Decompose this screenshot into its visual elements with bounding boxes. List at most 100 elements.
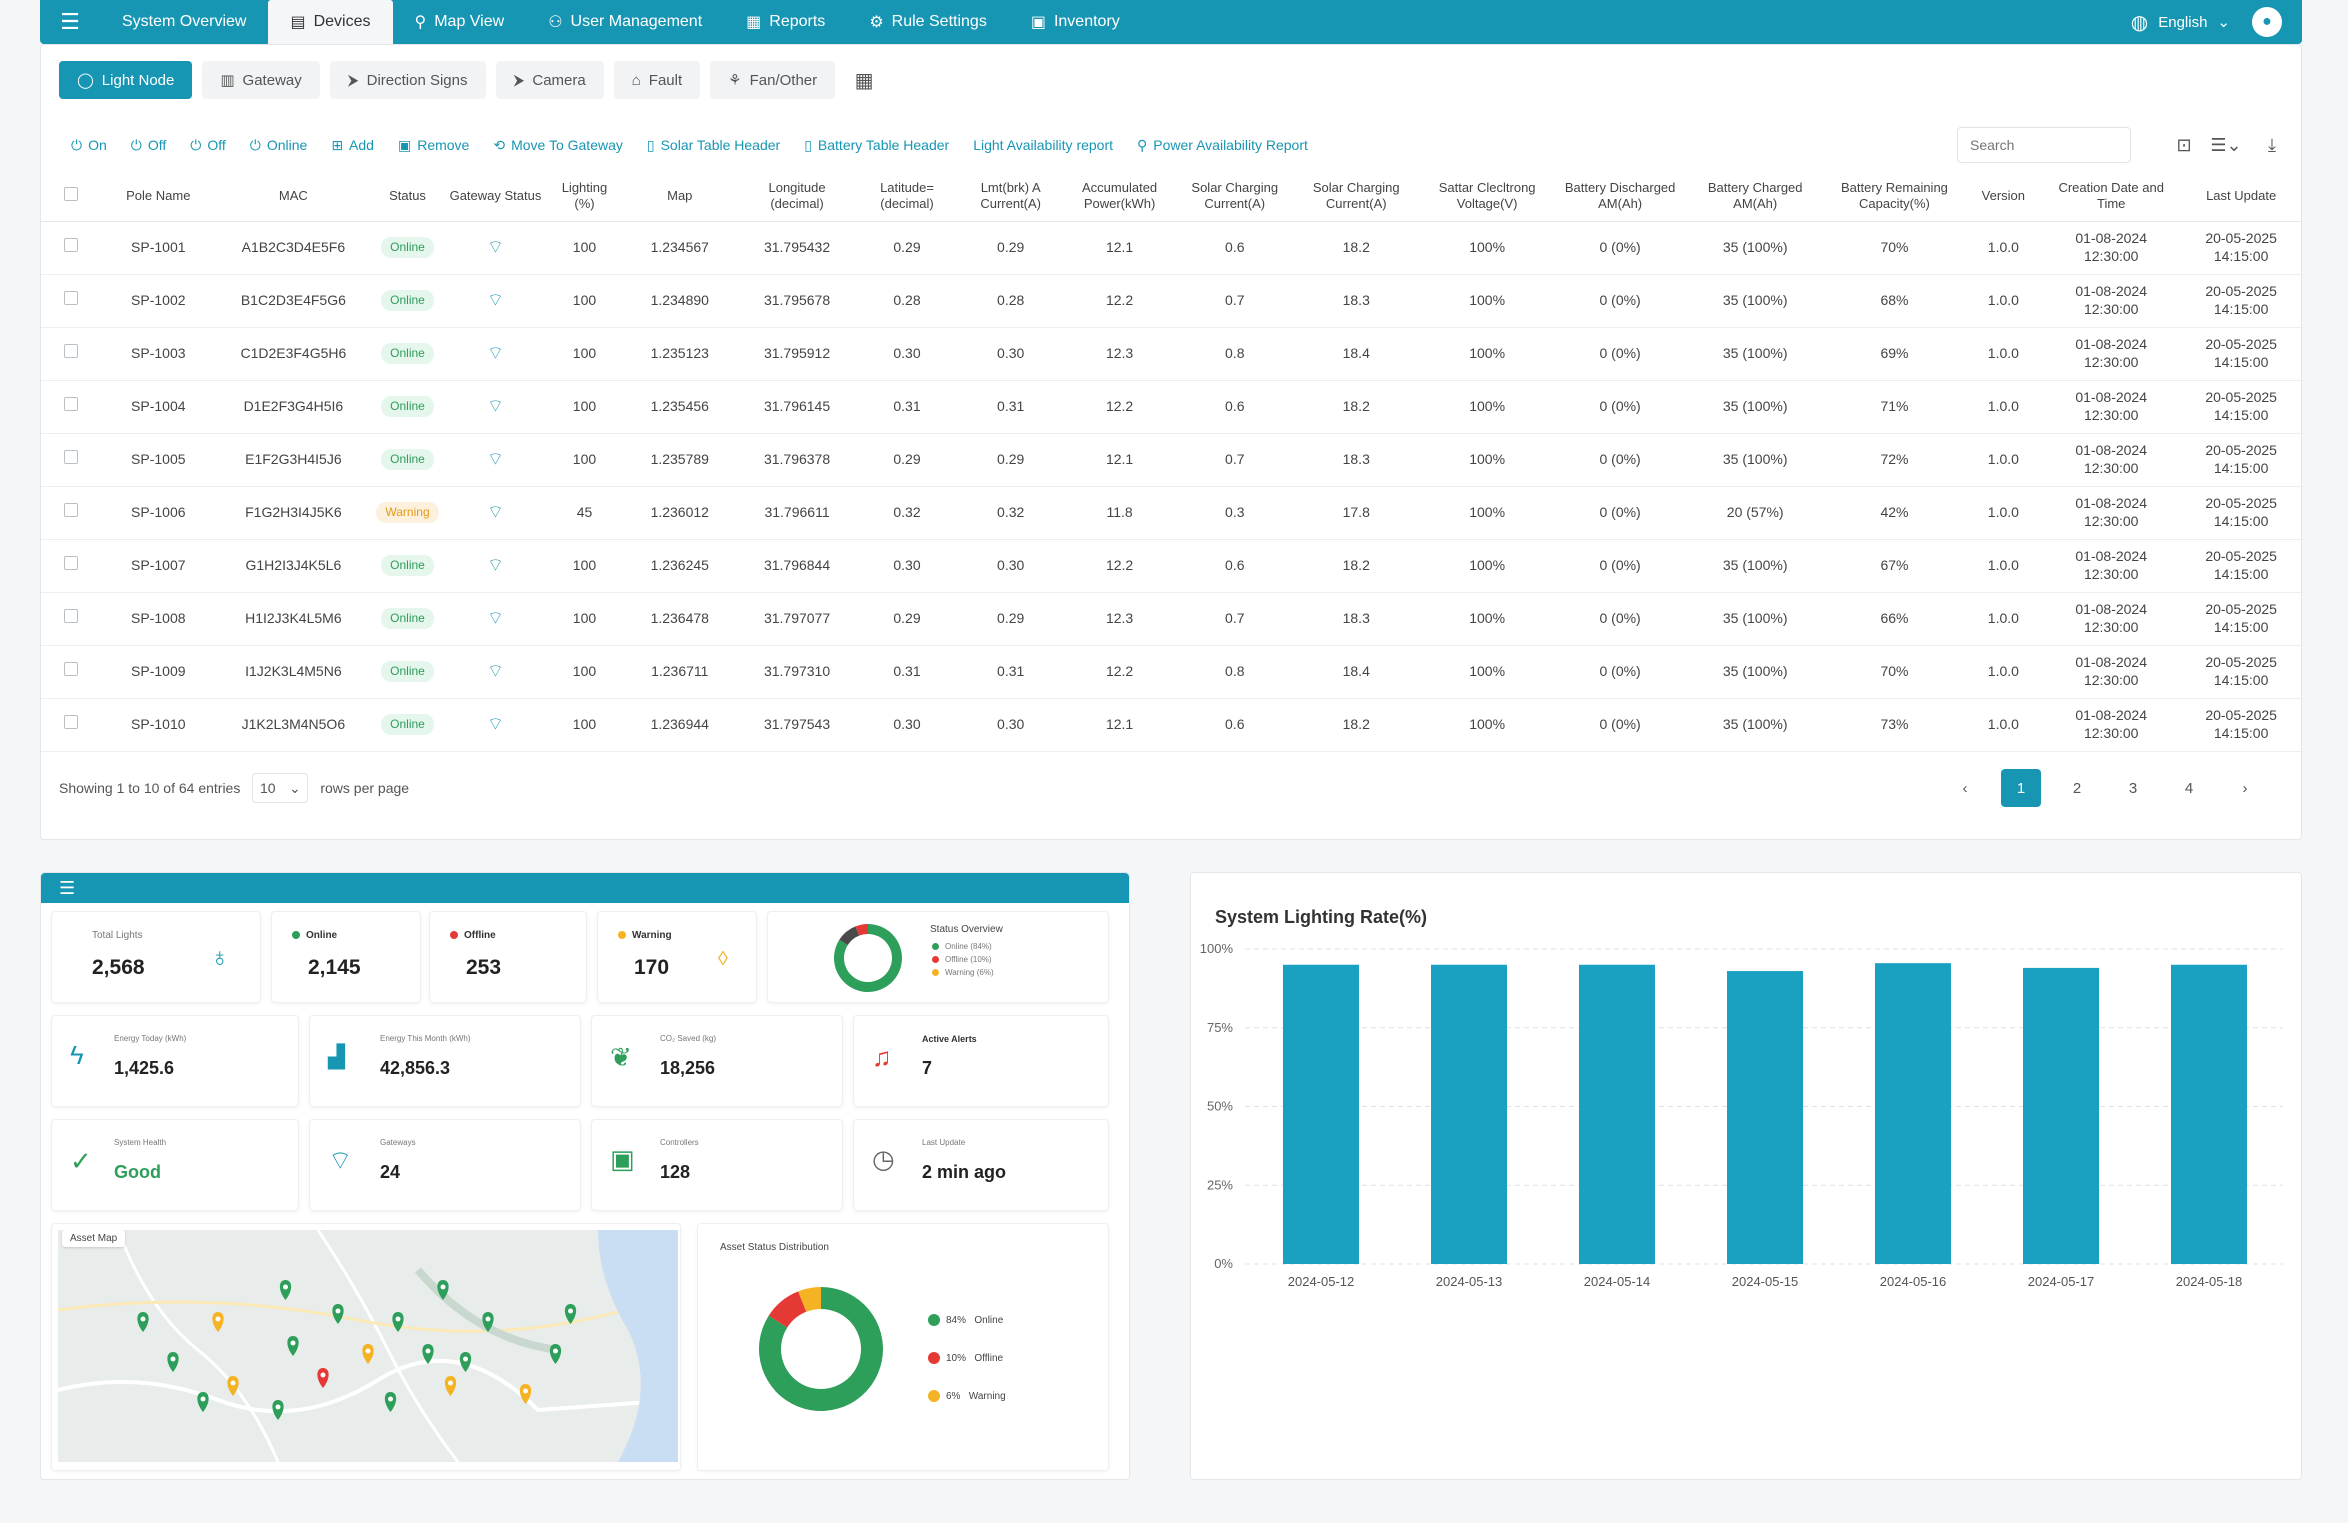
action-add-button[interactable]: ⊞ Add	[319, 129, 386, 161]
col-header[interactable]: Latitude= (decimal)	[855, 171, 959, 222]
col-header[interactable]: Solar Charging Current(A)	[1293, 171, 1420, 222]
list-icon[interactable]: ☰	[59, 877, 76, 898]
col-header[interactable]: Accumulated Power(kWh)	[1063, 171, 1177, 222]
row-checkbox[interactable]	[41, 486, 102, 540]
map-pin-icon[interactable]	[444, 1376, 457, 1396]
action-on-button[interactable]: ⏻ On	[59, 129, 119, 161]
col-header[interactable]: Gateway Status	[443, 171, 548, 222]
nav-user-management[interactable]: ⚇ User Management	[526, 0, 724, 44]
nav-reports[interactable]: ▦ Reports	[724, 0, 847, 44]
map-pin-icon[interactable]	[422, 1344, 434, 1364]
bar[interactable]	[1875, 963, 1951, 1264]
action-move-to-gateway-button[interactable]: ⟲ Move To Gateway	[481, 129, 635, 161]
col-header[interactable]: Sattar Clecltrong Voltage(V)	[1419, 171, 1556, 222]
nav-devices[interactable]: ▤ Devices	[268, 0, 393, 44]
action-battery-header-button[interactable]: ▯ Battery Table Header	[792, 129, 961, 161]
table-row[interactable]: SP-1009 I1J2K3L4M5N6 Online ⌔ 100 1.236711 31.…	[41, 645, 2303, 699]
col-header[interactable]: Creation Date and Time	[2043, 171, 2180, 222]
col-header[interactable]: Battery Remaining Capacity(%)	[1825, 171, 1964, 222]
col-header[interactable]: Status	[371, 171, 444, 222]
table-row[interactable]: SP-1007 G1H2I3J4K5L6 Online ⌔ 100 1.236245 31.…	[41, 539, 2303, 593]
table-row[interactable]: SP-1001 A1B2C3D4E5F6 Online ⌔ 100 1.234567 31.…	[41, 221, 2303, 275]
select-all-checkbox[interactable]	[41, 171, 102, 222]
download-icon[interactable]: ⤓	[2268, 134, 2276, 155]
map-pin-icon[interactable]	[227, 1376, 239, 1396]
col-header[interactable]: Longitude (decimal)	[738, 171, 856, 222]
bar[interactable]	[1727, 971, 1803, 1264]
map-pin-icon[interactable]	[317, 1368, 329, 1388]
map-pin-icon[interactable]	[212, 1312, 224, 1332]
action-remove-button[interactable]: ▣ Remove	[386, 129, 481, 161]
rows-per-page-select[interactable]: 10 ⌄	[252, 773, 309, 803]
map-pin-icon[interactable]	[287, 1336, 299, 1356]
map-pin-icon[interactable]	[519, 1384, 532, 1404]
grid-view-icon[interactable]: ▦	[854, 69, 874, 92]
action-off-button[interactable]: ⏻ Off	[119, 129, 179, 161]
row-checkbox[interactable]	[41, 327, 102, 381]
map-pin-icon[interactable]	[384, 1392, 397, 1412]
col-header[interactable]: Lmt(brk) A Current(A)	[958, 171, 1064, 222]
map-pin-icon[interactable]	[272, 1400, 284, 1420]
tab-direction-signs[interactable]: ⮞ Direction Signs	[329, 61, 486, 99]
action-power-availability-button[interactable]: ⚲ Power Availability Report	[1125, 129, 1320, 161]
bar[interactable]	[1283, 964, 1359, 1264]
prev-page-icon[interactable]: ‹	[1962, 779, 1968, 797]
col-header[interactable]: Last Update	[2179, 171, 2303, 222]
nav-inventory[interactable]: ▣ Inventory	[1009, 0, 1142, 44]
action-off-button-2[interactable]: ⏻ Off	[178, 129, 238, 161]
action-light-availability-button[interactable]: Light Availability report	[961, 129, 1125, 161]
row-checkbox[interactable]	[41, 274, 102, 328]
row-checkbox[interactable]	[41, 380, 102, 434]
map-pin-icon[interactable]	[437, 1280, 449, 1300]
row-checkbox[interactable]	[41, 645, 102, 699]
col-header[interactable]: Solar Charging Current(A)	[1176, 171, 1294, 222]
row-checkbox[interactable]	[41, 698, 102, 752]
table-row[interactable]: SP-1010 J1K2L3M4N5O6 Online ⌔ 100 1.236944 31.…	[41, 698, 2303, 752]
table-row[interactable]: SP-1002 B1C2D3E4F5G6 Online ⌔ 100 1.234890 31.…	[41, 274, 2303, 328]
col-header[interactable]: Map	[621, 171, 739, 222]
row-checkbox[interactable]	[41, 539, 102, 593]
tab-light-node[interactable]: ◯ Light Node	[59, 61, 193, 99]
bar[interactable]	[1431, 964, 1507, 1264]
action-solar-header-button[interactable]: ▯ Solar Table Header	[635, 129, 792, 161]
table-row[interactable]: SP-1004 D1E2F3G4H5I6 Online ⌔ 100 1.235456 31.…	[41, 380, 2303, 434]
map-pin-icon[interactable]	[459, 1352, 472, 1372]
page-button[interactable]: 4	[2184, 779, 2194, 797]
action-online-button[interactable]: ⏻ Online	[238, 129, 320, 161]
map-pin-icon[interactable]	[482, 1312, 494, 1332]
nav-rule-settings[interactable]: ⚙ Rule Settings	[847, 0, 1009, 44]
map-pin-icon[interactable]	[332, 1304, 344, 1324]
search-input[interactable]	[1957, 127, 2131, 163]
map-pin-icon[interactable]	[167, 1352, 179, 1372]
page-button[interactable]: 1	[2001, 769, 2041, 807]
page-button[interactable]: 2	[2072, 779, 2082, 797]
row-checkbox[interactable]	[41, 221, 102, 275]
map-pin-icon[interactable]	[362, 1344, 374, 1364]
hamburger-menu-icon[interactable]: ☰	[60, 9, 80, 34]
nav-map-view[interactable]: ⚲ Map View	[393, 0, 527, 44]
table-row[interactable]: SP-1006 F1G2H3I4J5K6 Warning ⌔ 45 1.236012 31.…	[41, 486, 2303, 540]
map-pin-icon[interactable]	[549, 1344, 562, 1364]
tab-fault[interactable]: ⌂ Fault	[613, 61, 701, 99]
map-pin-icon[interactable]	[197, 1392, 209, 1412]
next-page-icon[interactable]: ›	[2242, 779, 2248, 797]
fullscreen-icon[interactable]: ⊡	[2176, 134, 2192, 155]
table-row[interactable]: SP-1008 H1I2J3K4L5M6 Online ⌔ 100 1.236478 31.…	[41, 592, 2303, 646]
nav-system-overview[interactable]: System Overview	[100, 0, 268, 44]
table-row[interactable]: SP-1003 C1D2E3F4G5H6 Online ⌔ 100 1.235123 31.…	[41, 327, 2303, 381]
col-header[interactable]: Lighting (%)	[547, 171, 622, 222]
map-pin-icon[interactable]	[279, 1280, 292, 1300]
row-checkbox[interactable]	[41, 592, 102, 646]
col-header[interactable]: Version	[1963, 171, 2044, 222]
tab-gateway[interactable]: ▥ Gateway	[202, 61, 320, 99]
bar[interactable]	[1579, 964, 1655, 1264]
map-pin-icon[interactable]	[564, 1304, 577, 1324]
columns-icon[interactable]: ☰⌄	[2210, 134, 2242, 155]
col-header[interactable]: Battery Discharged AM(Ah)	[1555, 171, 1686, 222]
col-header[interactable]: Pole Name	[101, 171, 215, 222]
map-pin-icon[interactable]	[137, 1312, 149, 1332]
tab-fan-other[interactable]: ⚘ Fan/Other	[710, 61, 836, 99]
bar[interactable]	[2023, 967, 2099, 1264]
user-avatar-icon[interactable]: ●	[2252, 7, 2282, 37]
col-header[interactable]: MAC	[214, 171, 372, 222]
